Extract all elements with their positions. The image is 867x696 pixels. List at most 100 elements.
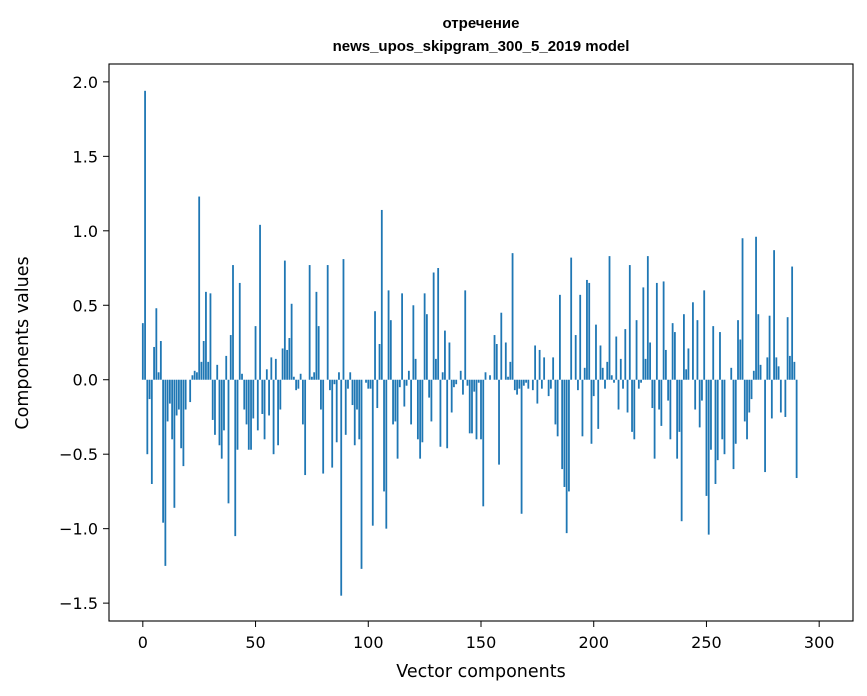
bar-5 <box>153 346 155 380</box>
bar-189 <box>568 379 570 492</box>
bar-183 <box>554 379 557 425</box>
bar-223 <box>644 358 647 380</box>
bar-156 <box>493 335 496 380</box>
bar-276 <box>764 379 766 473</box>
bar-17 <box>180 379 183 449</box>
bar-144 <box>466 379 469 386</box>
bar-89 <box>342 259 345 380</box>
bar-74 <box>308 265 311 380</box>
y-tick-label: −1.0 <box>59 520 98 539</box>
bar-90 <box>344 379 347 435</box>
bar-253 <box>712 326 715 380</box>
bar-237 <box>676 379 679 459</box>
bar-287 <box>788 355 791 380</box>
bar-121 <box>414 358 417 380</box>
bar-103 <box>374 311 376 380</box>
bar-231 <box>662 281 665 380</box>
bar-204 <box>601 367 604 380</box>
bar-12 <box>168 379 171 404</box>
x-axis-ticks: 0 50 100 150 200 250 300 <box>138 621 834 652</box>
bar-47 <box>247 379 250 450</box>
bar-49 <box>252 379 255 419</box>
bar-234 <box>669 379 672 440</box>
bar-176 <box>538 349 541 380</box>
bar-35 <box>220 379 223 459</box>
bar-274 <box>759 364 762 380</box>
y-tick-label: −0.5 <box>59 445 98 464</box>
bar-80 <box>322 379 325 474</box>
bar-44 <box>241 373 243 380</box>
bar-10 <box>164 379 167 566</box>
bar-100 <box>367 379 370 389</box>
bar-236 <box>673 332 676 380</box>
bar-163 <box>509 361 512 380</box>
bar-266 <box>741 238 744 380</box>
bar-141 <box>459 370 462 380</box>
x-tick-label: 0 <box>138 633 148 652</box>
bar-280 <box>773 250 775 380</box>
bar-265 <box>739 339 742 380</box>
chart-subtitle: news_upos_skipgram_300_5_2019 model <box>333 38 630 55</box>
bar-171 <box>527 379 530 389</box>
bar-128 <box>430 379 433 422</box>
bar-188 <box>565 379 568 534</box>
bar-288 <box>791 266 794 380</box>
bar-57 <box>270 357 273 380</box>
bar-58 <box>272 379 275 455</box>
bar-208 <box>610 375 613 380</box>
bar-270 <box>750 379 753 400</box>
bar-46 <box>245 379 248 425</box>
bar-258 <box>723 379 726 455</box>
bar-199 <box>590 379 593 444</box>
bar-202 <box>597 379 600 429</box>
y-tick-label: 0.5 <box>73 296 98 315</box>
bar-120 <box>412 305 415 380</box>
bar-138 <box>453 379 455 388</box>
bar-286 <box>786 317 789 380</box>
bar-28 <box>205 291 207 380</box>
bar-34 <box>218 379 221 446</box>
bar-132 <box>439 379 442 447</box>
bar-143 <box>464 290 467 380</box>
x-tick-label: 100 <box>353 633 384 652</box>
bar-137 <box>450 379 453 413</box>
bar-129 <box>432 272 435 380</box>
bar-182 <box>552 357 555 380</box>
bar-212 <box>619 358 622 380</box>
bar-157 <box>495 343 498 380</box>
bar-247 <box>698 379 701 428</box>
bar-119 <box>410 379 413 425</box>
bar-96 <box>358 379 361 440</box>
bar-226 <box>651 379 654 409</box>
bar-133 <box>441 372 444 380</box>
bar-19 <box>184 379 187 410</box>
bar-285 <box>784 379 787 417</box>
bar-201 <box>595 324 597 380</box>
bar-251 <box>707 379 710 535</box>
bar-41 <box>234 379 237 537</box>
bar-64 <box>286 349 289 380</box>
bar-70 <box>299 373 302 380</box>
bar-85 <box>333 379 336 385</box>
y-tick-label: 1.0 <box>73 222 98 241</box>
bar-282 <box>777 366 780 380</box>
bar-42 <box>236 379 239 450</box>
bar-159 <box>500 312 503 380</box>
bar-29 <box>207 361 210 380</box>
bar-192 <box>574 335 577 380</box>
bar-97 <box>360 379 363 569</box>
bar-6 <box>155 308 158 380</box>
plot-frame <box>108 63 854 622</box>
bar-198 <box>588 282 591 380</box>
bar-170 <box>525 379 527 383</box>
bar-102 <box>371 379 374 526</box>
bar-148 <box>475 379 478 440</box>
bar-214 <box>624 329 627 380</box>
bar-26 <box>200 361 203 380</box>
bar-104 <box>376 379 379 409</box>
bar-88 <box>340 379 343 596</box>
bar-165 <box>513 379 516 391</box>
bar-62 <box>281 348 284 380</box>
bar-184 <box>556 379 559 437</box>
bar-147 <box>473 379 476 392</box>
